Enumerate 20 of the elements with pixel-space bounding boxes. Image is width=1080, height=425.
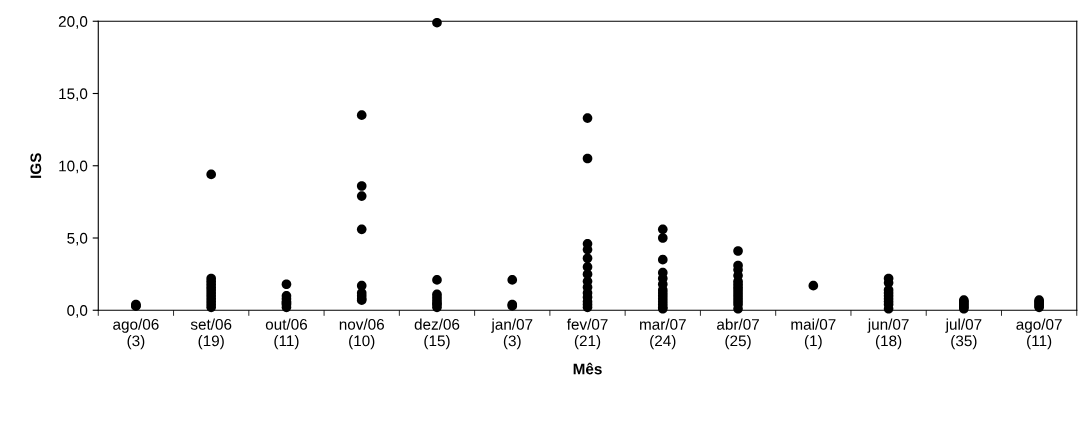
x-tick-label: jan/07 (3) bbox=[491, 318, 533, 350]
y-tick-label: 0,0 bbox=[67, 305, 88, 318]
y-tick-label: 20,0 bbox=[58, 16, 88, 29]
x-tick-label: out/06 (11) bbox=[265, 318, 308, 350]
x-tick-label: set/06 (19) bbox=[190, 318, 232, 350]
x-tick-label: mai/07 (1) bbox=[791, 318, 836, 350]
y-tick-label: 5,0 bbox=[67, 232, 88, 246]
x-tick-label: jul/07 (35) bbox=[945, 318, 982, 350]
x-tick-label: ago/07 (11) bbox=[1016, 318, 1062, 350]
y-axis-title: IGS bbox=[30, 153, 42, 178]
y-tick-label: 15,0 bbox=[59, 88, 88, 101]
x-tick-label: ago/06 (3) bbox=[113, 318, 159, 350]
x-tick-label: dez/06 (15) bbox=[414, 318, 460, 350]
x-tick-label: mar/07 (24) bbox=[640, 318, 686, 350]
x-tick-label: jun/07 (18) bbox=[867, 318, 909, 350]
x-tick-label: fev/07 (21) bbox=[566, 318, 608, 350]
y-tick-label: 10,0 bbox=[59, 160, 88, 174]
x-axis-title: Mês bbox=[573, 362, 602, 375]
x-tick-label: abr/07 (25) bbox=[717, 318, 759, 350]
x-tick-label: nov/06 (10) bbox=[339, 318, 384, 350]
